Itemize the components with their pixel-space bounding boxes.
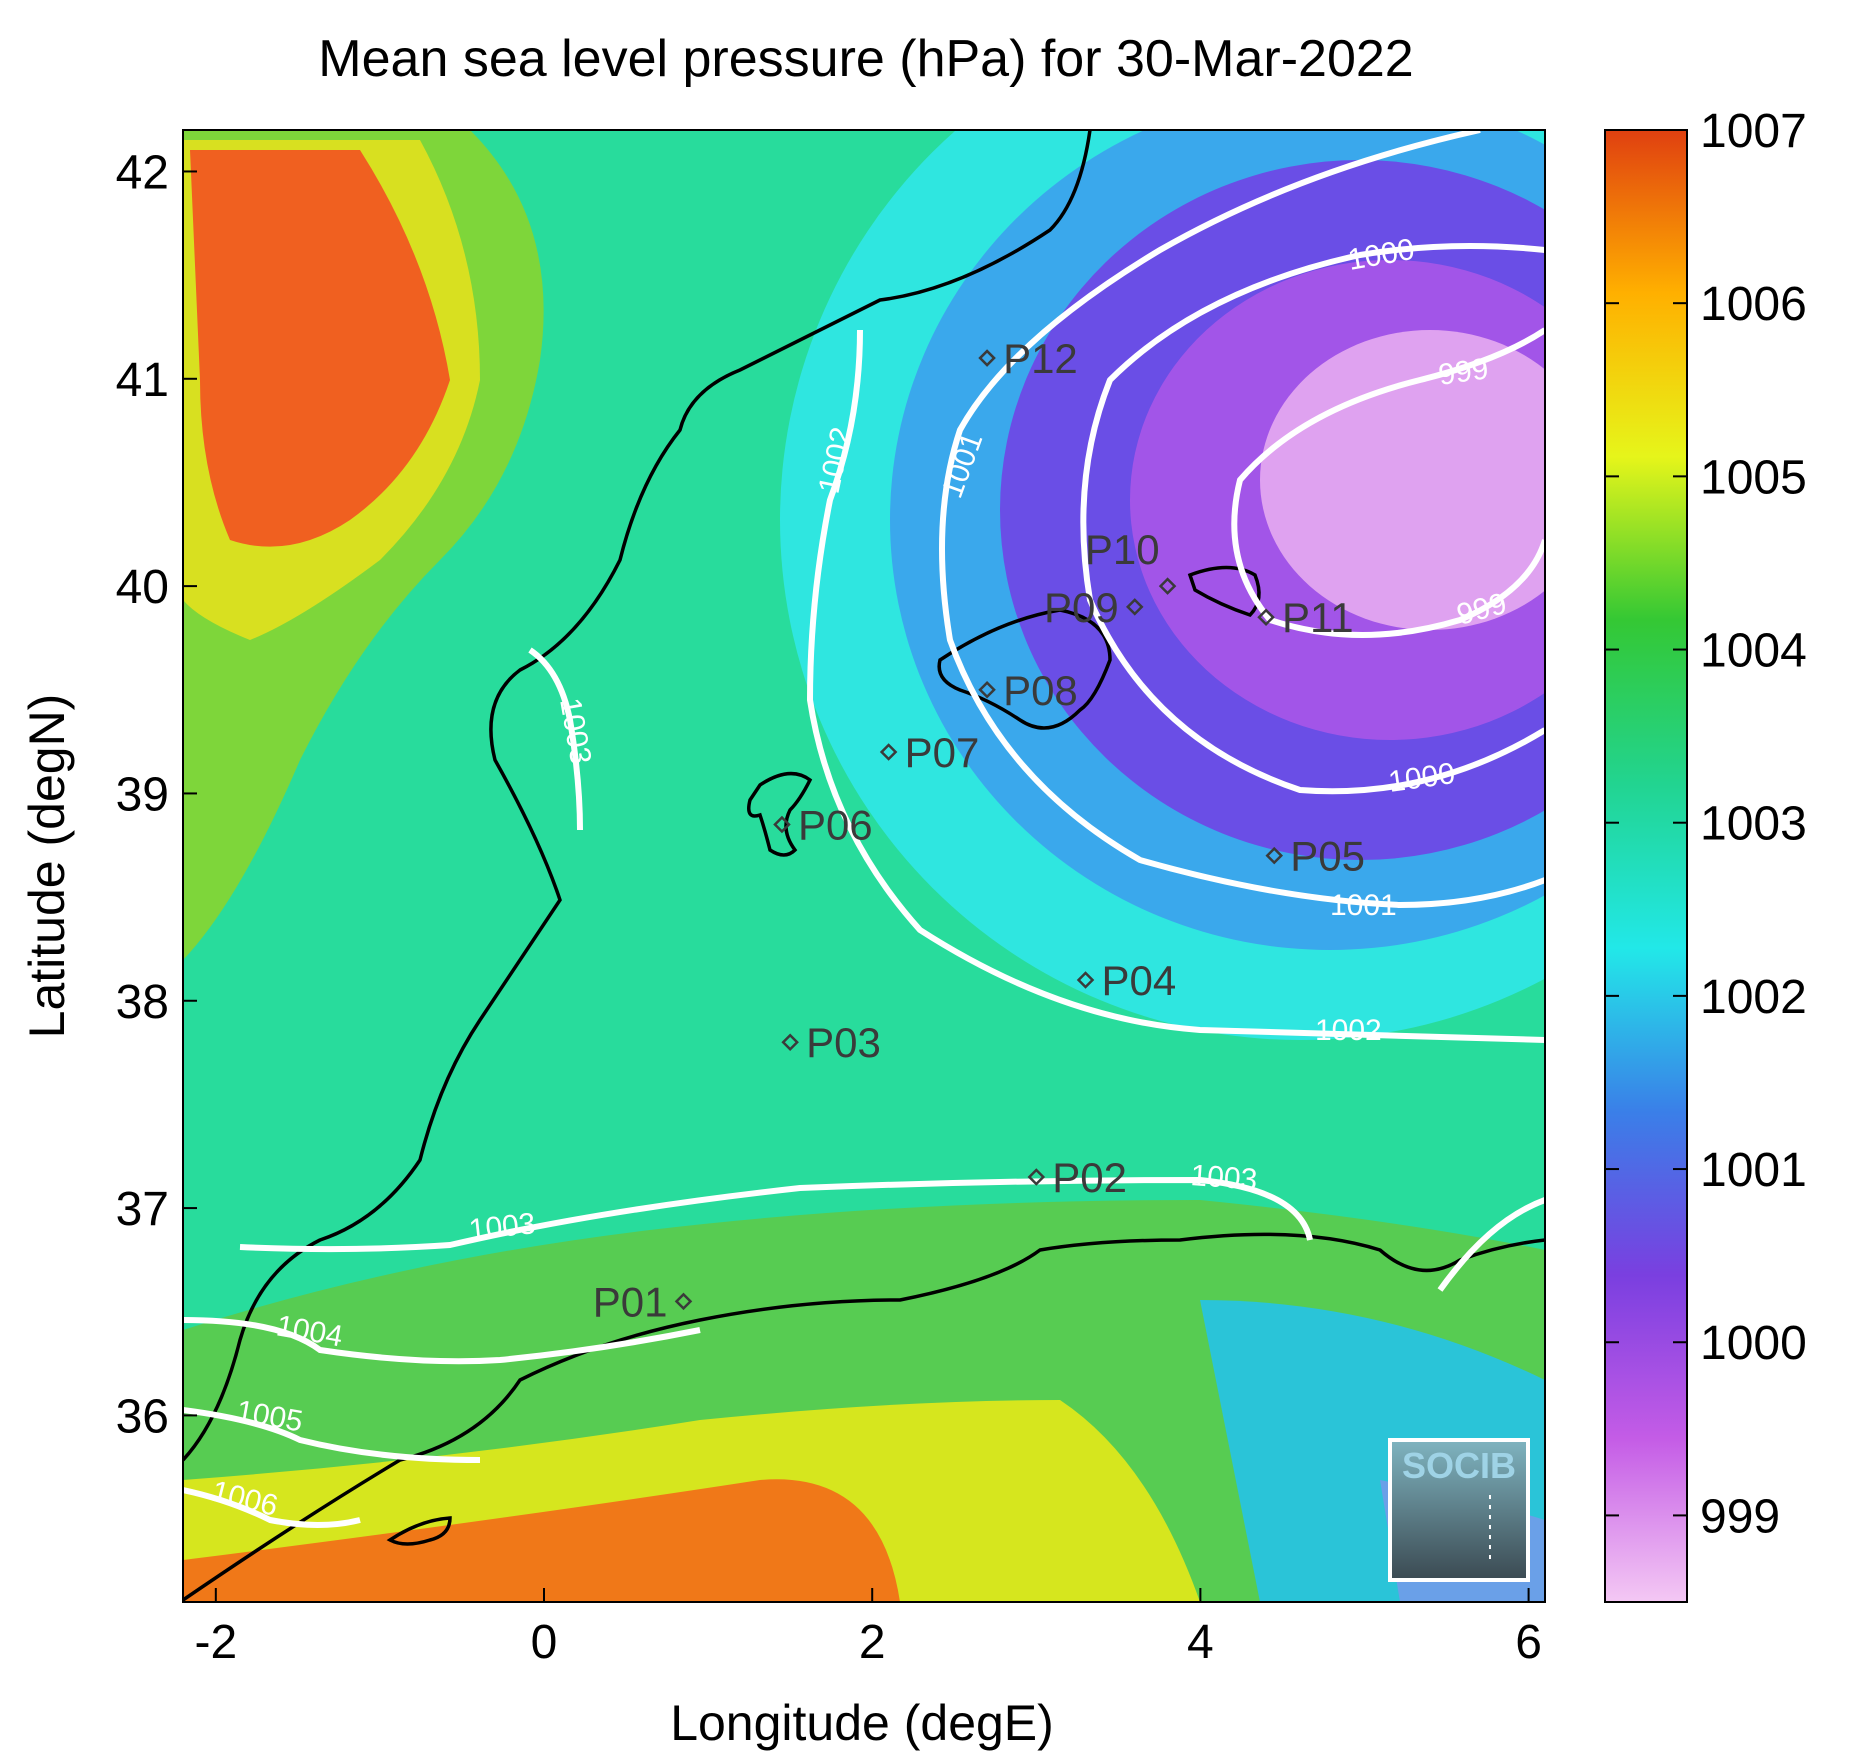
y-tick-label-6: 42 bbox=[116, 146, 169, 199]
logo-text: SOCIB bbox=[1402, 1445, 1516, 1486]
station-label: P06 bbox=[798, 802, 873, 849]
station-p09: P09 bbox=[1044, 584, 1144, 631]
pressure-contours bbox=[183, 130, 1545, 1528]
x-tick-label-4: 6 bbox=[1515, 1616, 1542, 1669]
station-label: P08 bbox=[1003, 667, 1078, 714]
station-p03: P03 bbox=[781, 1019, 881, 1066]
stations: P01 P02 P03 P04 P05 P06 P07 P08 P09 P10 P11 P12 bbox=[593, 335, 1365, 1325]
x-axis-ticks: -2 0 2 4 6 bbox=[194, 1588, 1542, 1669]
station-marker bbox=[1076, 971, 1095, 989]
station-p11: P11 bbox=[1257, 594, 1354, 641]
contour-999 bbox=[1231, 327, 1545, 638]
station-marker bbox=[773, 815, 791, 834]
contour-1004 bbox=[183, 1317, 701, 1365]
y-axis-label: Latitude (degN) bbox=[19, 694, 75, 1039]
y-tick-label-4: 40 bbox=[116, 561, 169, 614]
contour-1002 bbox=[806, 329, 1545, 1043]
station-p10: P10 bbox=[1085, 526, 1177, 595]
contour-label-1001b: 1001 bbox=[1330, 889, 1397, 922]
x-tick-label-2: 2 bbox=[859, 1616, 886, 1669]
station-p06: P06 bbox=[773, 802, 873, 849]
station-marker bbox=[978, 681, 996, 699]
cb-tick-label-5: 1004 bbox=[1700, 625, 1807, 678]
cb-tick-label-3: 1002 bbox=[1700, 971, 1807, 1024]
cb-tick-label-4: 1003 bbox=[1700, 798, 1807, 851]
map-title: Mean sea level pressure (hPa) for 30-Mar… bbox=[318, 30, 1413, 88]
y-tick-label-0: 36 bbox=[116, 1390, 169, 1443]
y-tick-label-1: 37 bbox=[116, 1183, 169, 1236]
contour-label-1002b: 1002 bbox=[1315, 1014, 1382, 1047]
contour-1003a bbox=[528, 647, 583, 831]
colorbar-ticks: 999 1000 1001 1002 1003 1004 1005 1006 1007 bbox=[1605, 105, 1807, 1543]
x-tick-label-1: 0 bbox=[531, 1616, 558, 1669]
station-p05: P05 bbox=[1265, 833, 1365, 880]
station-marker bbox=[978, 349, 996, 367]
contour-1001 bbox=[939, 130, 1545, 909]
station-label: P10 bbox=[1085, 526, 1160, 573]
x-tick-label-0: -2 bbox=[194, 1616, 237, 1669]
station-label: P07 bbox=[905, 729, 980, 776]
socib-logo: SOCIB bbox=[1388, 1438, 1530, 1582]
y-tick-label-2: 38 bbox=[116, 976, 169, 1029]
map-frame bbox=[182, 129, 1546, 1603]
cb-tick-label-1: 1000 bbox=[1700, 1317, 1807, 1370]
station-label: P12 bbox=[1003, 335, 1078, 382]
contour-1003b bbox=[239, 1176, 1313, 1253]
y-tick-label-3: 39 bbox=[116, 768, 169, 821]
contour-label-1003b: 1003 bbox=[467, 1207, 537, 1247]
cb-tick-label-8: 1007 bbox=[1700, 105, 1807, 158]
contour-1006 bbox=[183, 1487, 361, 1528]
cb-tick-label-2: 1001 bbox=[1700, 1144, 1807, 1197]
contour-1003c bbox=[1437, 1197, 1545, 1292]
station-p01: P01 bbox=[593, 1278, 693, 1325]
station-label: P02 bbox=[1052, 1154, 1127, 1201]
station-marker bbox=[1257, 608, 1275, 626]
cb-tick-label-7: 1006 bbox=[1700, 278, 1807, 331]
contour-labels: 999 999 1000 1000 1001 1001 1002 1002 10… bbox=[208, 233, 1510, 1523]
contour-1000 bbox=[1080, 243, 1545, 795]
station-label: P05 bbox=[1290, 833, 1365, 880]
x-axis-label: Longitude (degE) bbox=[670, 1695, 1054, 1751]
station-label: P09 bbox=[1044, 584, 1119, 631]
station-marker bbox=[1265, 846, 1284, 865]
x-tick-label-3: 4 bbox=[1187, 1616, 1214, 1669]
station-p02: P02 bbox=[1027, 1154, 1127, 1201]
cb-tick-label-6: 1005 bbox=[1700, 451, 1807, 504]
contour-label-999a: 999 bbox=[1436, 352, 1490, 392]
station-marker bbox=[1125, 598, 1144, 616]
station-label: P04 bbox=[1102, 957, 1177, 1004]
coastlines bbox=[183, 130, 1545, 1602]
colorbar bbox=[1604, 129, 1688, 1603]
contour-label-1003c: 1003 bbox=[1190, 1159, 1259, 1197]
y-tick-label-5: 41 bbox=[116, 354, 169, 407]
cb-tick-label-0: 999 bbox=[1700, 1490, 1780, 1543]
station-marker bbox=[781, 1033, 799, 1051]
contour-1005 bbox=[183, 1407, 481, 1463]
station-p04: P04 bbox=[1076, 957, 1177, 1004]
station-p07: P07 bbox=[879, 729, 980, 776]
station-marker bbox=[1027, 1168, 1046, 1186]
station-marker bbox=[1158, 577, 1177, 595]
station-marker bbox=[879, 743, 898, 761]
station-label: P01 bbox=[593, 1278, 668, 1325]
y-axis-ticks: 36 37 38 39 40 41 42 bbox=[116, 146, 197, 1443]
station-marker bbox=[674, 1292, 693, 1311]
station-label: P03 bbox=[806, 1019, 881, 1066]
station-p08: P08 bbox=[978, 667, 1078, 714]
station-label: P11 bbox=[1282, 594, 1354, 641]
station-p12: P12 bbox=[978, 335, 1078, 382]
